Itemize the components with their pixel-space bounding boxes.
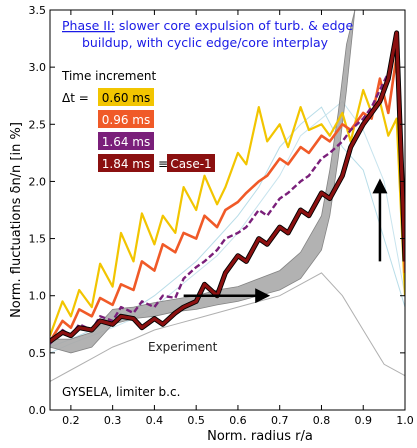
x-tick-label-1: 0.3 (104, 414, 122, 427)
case-box (167, 154, 215, 172)
y-tick-label-0: 0.0 (29, 404, 47, 417)
x-tick-label-5: 0.7 (271, 414, 289, 427)
faint-line-2 (50, 272, 405, 382)
y-tick-label-1: 0.5 (29, 347, 47, 360)
legend-box-184 (98, 154, 154, 172)
title-phase: Phase II: (62, 18, 115, 33)
legend-box-096 (98, 110, 154, 128)
legend-title: Time increment (61, 69, 156, 83)
series-line-096ms (50, 54, 405, 343)
y-tick-label-4: 2.0 (29, 175, 47, 188)
series-group (50, 30, 405, 345)
x-tick-label-4: 0.6 (229, 414, 247, 427)
legend-label-184: 1.84 ms (102, 157, 150, 171)
x-tick-label-7: 0.9 (354, 414, 372, 427)
chart-title-line2: buildup, with cyclic edge/core interplay (82, 35, 329, 50)
y-axis-label: Norm. fluctuations δn/n [in %] (9, 122, 24, 318)
series-line-164ms (50, 43, 405, 345)
legend-delta: Δt = (62, 91, 89, 105)
x-tick-label-0: 0.2 (62, 414, 80, 427)
experiment-band (50, 10, 356, 354)
ticks-group: 0.2 0.3 0.4 0.5 0.6 0.7 0.8 0.9 1.0 0.0 0.5 1.0 1.5 2… (29, 4, 414, 427)
legend-box-164 (98, 132, 154, 150)
chart-title-line1: Phase II: slower core expulsion of turb.… (62, 18, 353, 33)
faint-line-1 (50, 100, 405, 354)
legend-label-164: 1.64 ms (102, 135, 150, 149)
series-line-060ms (50, 88, 405, 337)
legend-equiv: ≡ (158, 157, 168, 171)
plot-frame (49, 9, 406, 411)
y-tick-label-2: 1.0 (29, 290, 47, 303)
experiment-label: Experiment (148, 340, 218, 354)
y-tick-label-5: 2.5 (29, 118, 47, 131)
x-tick-label-6: 0.8 (313, 414, 331, 427)
arrows-group (183, 178, 388, 304)
x-axis-label: Norm. radius r/a (207, 429, 313, 444)
y-tick-label-3: 1.5 (29, 233, 47, 246)
x-tick-label-2: 0.4 (146, 414, 164, 427)
y-tick-label-6: 3.0 (29, 61, 47, 74)
legend-label-060: 0.60 ms (102, 91, 150, 105)
legend-label-096: 0.96 ms (102, 113, 150, 127)
series-line-184ms (50, 31, 405, 343)
y-tick-label-7: 3.5 (29, 4, 47, 17)
x-tick-label-3: 0.5 (187, 414, 205, 427)
case-label: Case-1 (170, 157, 211, 171)
legend-box-060 (98, 88, 154, 106)
gysela-label: GYSELA, limiter b.c. (62, 385, 180, 399)
title-rest: slower core expulsion of turb. & edge (115, 18, 354, 33)
experiment-band-group (50, 10, 356, 354)
x-tick-label-8: 1.0 (396, 414, 414, 427)
